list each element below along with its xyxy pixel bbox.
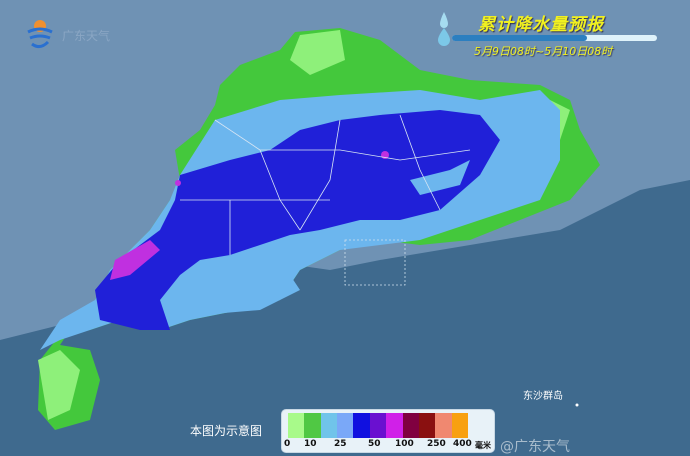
weather-logo-icon: [27, 20, 53, 49]
logo-text: 广东天气: [62, 29, 111, 43]
legend-swatch: [320, 413, 338, 438]
rain-light-blue-patch: [175, 160, 470, 315]
legend-label: 0: [284, 439, 291, 449]
legend-swatch: [451, 413, 468, 438]
legend-label: 250: [427, 439, 446, 449]
legend-label: 25: [334, 439, 347, 449]
legend-swatch: [288, 413, 305, 438]
legend-swatch: [435, 413, 452, 438]
legend-label: 100: [395, 439, 414, 449]
schematic-note: 本图为示意图: [190, 424, 263, 438]
legend-swatch: [304, 413, 321, 438]
rain-magenta: [110, 240, 160, 280]
title-underline: [452, 35, 657, 41]
hongkong-macao-box: [344, 239, 406, 286]
legend-label: 400: [453, 439, 472, 449]
forecast-period: 5月9日08时~5月10日08时: [474, 45, 613, 58]
legend-swatches: [288, 413, 468, 438]
legend-swatch: [386, 413, 403, 438]
rain-magenta-spot: [175, 180, 181, 186]
water-drop-icon: [438, 12, 450, 46]
map-title: 累计降水量预报: [478, 15, 604, 35]
county-borders: [180, 114, 471, 255]
watermark: @广东天气: [500, 439, 570, 455]
legend-unit: 毫米: [475, 441, 491, 450]
legend-swatch: [337, 413, 354, 438]
legend-label: 50: [368, 439, 381, 449]
rain-blue: [95, 110, 500, 330]
guangdong-province: [38, 28, 600, 430]
dongsha-label: 东沙群岛: [523, 391, 563, 402]
legend-label: 10: [304, 439, 317, 449]
dongsha-island: [575, 403, 579, 407]
legend-swatch: [402, 413, 419, 438]
rainfall-legend: 0 10 25 50 100 250 400 毫米: [281, 409, 495, 453]
legend-swatch: [369, 413, 387, 438]
legend-swatch: [418, 413, 436, 438]
legend-swatch: [353, 413, 370, 438]
